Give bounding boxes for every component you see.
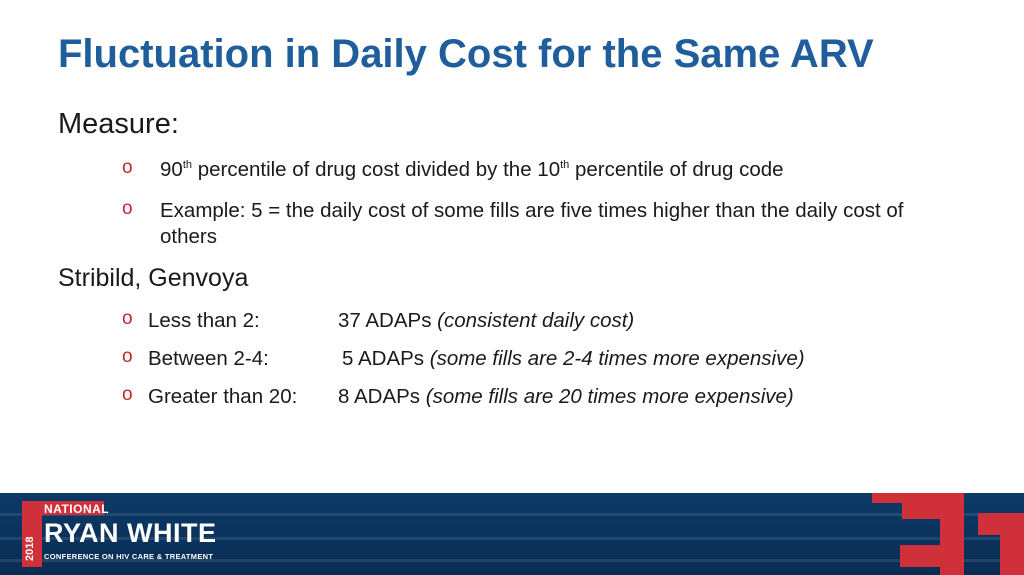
logo-cross-icon [22, 501, 42, 567]
drugs-heading: Stribild, Genvoya [58, 264, 249, 292]
drug-row-note: (consistent daily cost) [437, 309, 635, 332]
bullet-marker-icon: o [122, 346, 133, 367]
measure-bullet-text: Example: 5 = the daily cost of some fill… [160, 199, 904, 248]
drug-row-count: 5 ADAPs [342, 347, 425, 370]
decorative-bar-icon [1000, 535, 1024, 575]
bullet-marker-icon: o [122, 308, 133, 329]
drug-row: o Less than 2: 37 ADAPs (consistent dail… [122, 308, 634, 334]
measure-bullet-1: o 90th percentile of drug cost divided b… [122, 157, 950, 183]
bullet-marker-icon: o [122, 157, 133, 178]
bullet-marker-icon: o [122, 198, 133, 219]
slide-title: Fluctuation in Daily Cost for the Same A… [58, 32, 874, 76]
drug-row-note: (some fills are 2-4 times more expensive… [429, 347, 805, 370]
drug-row-label: Greater than 20: [148, 385, 298, 408]
drug-row-label: Between 2-4: [148, 347, 269, 370]
measure-heading: Measure: [58, 108, 179, 140]
logo-ryan-white-text: RYAN WHITE [44, 518, 217, 548]
drug-row: o Greater than 20: 8 ADAPs (some fills a… [122, 384, 794, 410]
decorative-bar-icon [900, 545, 940, 567]
conference-footer-banner: 2018 NATIONAL RYAN WHITE CONFERENCE ON H… [0, 493, 1024, 575]
drug-row: o Between 2-4: 5 ADAPs (some fills are 2… [122, 346, 805, 372]
decorative-bar-icon [902, 493, 964, 519]
drug-row-count: 37 ADAPs [338, 309, 432, 332]
decorative-bar-icon [940, 519, 964, 575]
measure-bullet-2: o Example: 5 = the daily cost of some fi… [122, 198, 950, 250]
logo-national-text: NATIONAL [44, 502, 110, 516]
measure-bullet-text: 90th percentile of drug cost divided by … [160, 158, 784, 181]
logo-subtitle-text: CONFERENCE ON HIV CARE & TREATMENT [44, 552, 214, 561]
decorative-bar-icon [978, 513, 1024, 535]
logo-cross-icon [22, 501, 104, 515]
drug-row-label: Less than 2: [148, 309, 260, 332]
drug-row-count: 8 ADAPs [338, 385, 421, 408]
logo-year: 2018 [24, 536, 36, 562]
drug-row-note: (some fills are 20 times more expensive) [425, 385, 794, 408]
decorative-bar-icon [872, 493, 902, 503]
bullet-marker-icon: o [122, 384, 133, 405]
